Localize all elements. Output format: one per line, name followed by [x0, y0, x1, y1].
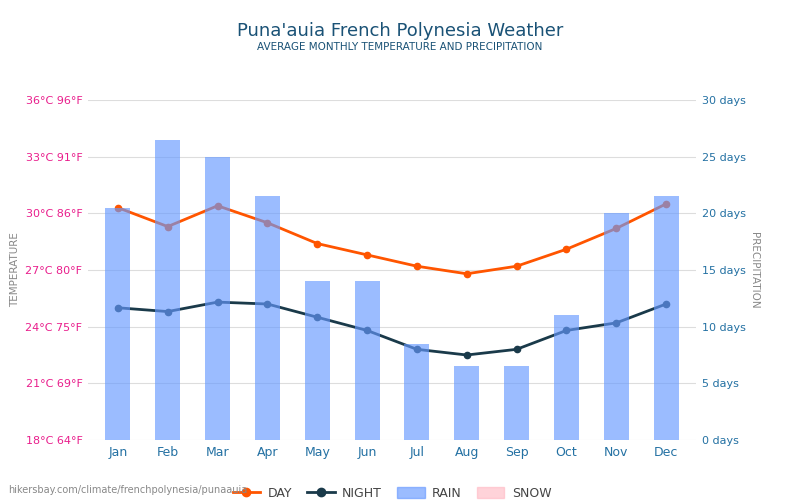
Legend: DAY, NIGHT, RAIN, SNOW: DAY, NIGHT, RAIN, SNOW — [228, 482, 556, 500]
Bar — [604, 214, 629, 440]
Bar — [405, 344, 430, 440]
Text: AVERAGE MONTHLY TEMPERATURE AND PRECIPITATION: AVERAGE MONTHLY TEMPERATURE AND PRECIPIT… — [258, 42, 542, 52]
Bar — [255, 196, 280, 440]
Bar — [305, 282, 330, 440]
Bar — [106, 208, 130, 440]
Bar — [504, 366, 529, 440]
Bar — [354, 282, 379, 440]
Bar — [454, 366, 479, 440]
Text: hikersbay.com/climate/frenchpolynesia/punaauia: hikersbay.com/climate/frenchpolynesia/pu… — [8, 485, 247, 495]
Y-axis label: TEMPERATURE: TEMPERATURE — [10, 232, 20, 308]
Bar — [654, 196, 678, 440]
Y-axis label: PRECIPITATION: PRECIPITATION — [750, 232, 759, 308]
Bar — [155, 140, 180, 440]
Bar — [554, 316, 579, 440]
Text: Puna'auia French Polynesia Weather: Puna'auia French Polynesia Weather — [237, 22, 563, 40]
Bar — [205, 156, 230, 440]
